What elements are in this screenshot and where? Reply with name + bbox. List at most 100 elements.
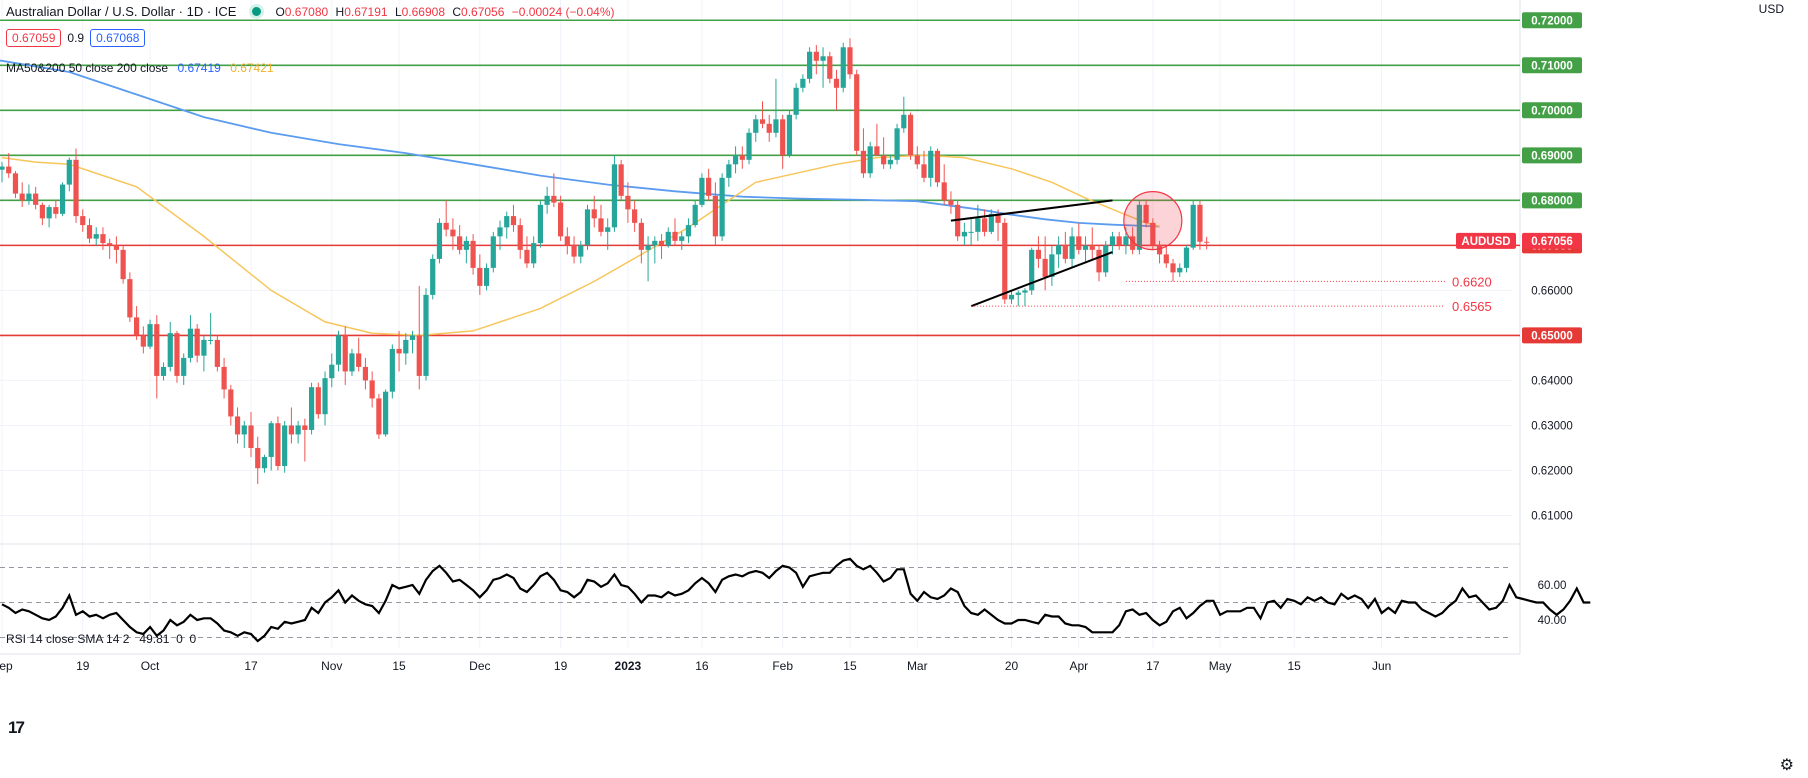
candle — [383, 389, 389, 437]
candle — [457, 225, 463, 255]
candle — [1109, 231, 1116, 255]
candle — [1103, 240, 1109, 277]
ma-indicator-legend[interactable]: MA50&200 50 close 200 close 0.67419 0.67… — [6, 61, 274, 75]
candle-body — [39, 204, 45, 219]
candle-body — [1082, 245, 1089, 250]
candle — [362, 357, 369, 390]
currency-selector[interactable]: USD — [1758, 2, 1784, 16]
candle — [174, 330, 180, 383]
candle — [699, 173, 705, 208]
candle-body — [423, 294, 429, 376]
candle-body — [228, 389, 234, 417]
candle — [376, 393, 382, 439]
open-value: 0.67080 — [284, 4, 329, 19]
sell-button[interactable]: 0.67059 — [6, 29, 62, 47]
candle-body — [107, 243, 113, 246]
level-price-label: 0.72000 — [1531, 15, 1573, 27]
candle — [1143, 200, 1149, 228]
high-label: H — [335, 4, 345, 19]
candle — [0, 162, 5, 183]
price-axis[interactable]: 0.61000 0.62000 0.63000 0.64000 0.65000 0.660… — [1456, 12, 1582, 522]
candle — [988, 209, 994, 235]
candle — [847, 38, 853, 79]
candle-body — [288, 425, 294, 435]
price-grid — [0, 0, 1521, 655]
candle-body — [625, 195, 631, 210]
candle — [268, 420, 274, 471]
rsi-extra-1: 0 — [176, 632, 183, 646]
candle — [517, 218, 523, 259]
candle — [107, 238, 113, 259]
candle — [1029, 247, 1035, 295]
candle — [194, 324, 200, 363]
candle — [914, 146, 920, 169]
rsi-legend[interactable]: RSI 14 close SMA 14 2 49.81 0 0 — [6, 632, 196, 646]
candle — [1096, 245, 1102, 282]
time-axis[interactable]: Sep 19 Oct 17 Nov 15 Dec 19 2023 16 Feb 15 Mar 20 Apr 1… — [0, 659, 1391, 673]
candle-body — [746, 132, 752, 160]
candle-body — [443, 222, 449, 230]
candle-body — [120, 249, 126, 280]
ma200-value: 0.67421 — [230, 61, 274, 75]
candle — [544, 186, 550, 214]
candle-body — [1035, 249, 1042, 259]
candle — [295, 420, 301, 444]
time-tick-label: Sep — [0, 659, 13, 673]
candle — [652, 236, 658, 264]
buy-button[interactable]: 0.67068 — [90, 29, 146, 47]
candle-body — [376, 398, 382, 435]
candle-body — [261, 456, 268, 469]
candle — [308, 382, 315, 435]
candle-body — [517, 225, 523, 250]
candle — [181, 353, 187, 385]
level-price-tag — [1522, 102, 1582, 119]
drawing-overlays: 0.6620 0.6565 — [950, 191, 1492, 314]
candle — [1035, 236, 1042, 268]
candle — [369, 371, 375, 408]
candle-body — [369, 380, 375, 399]
candle-body — [113, 245, 120, 250]
candle — [201, 335, 207, 372]
level-price-label: 0.69000 — [1531, 150, 1573, 162]
candle-body — [80, 216, 86, 226]
time-tick-label: Feb — [772, 659, 793, 673]
candle-body — [894, 128, 900, 160]
candle-body — [840, 47, 846, 88]
symbol-title[interactable]: Australian Dollar / U.S. Dollar · 1D · I… — [6, 4, 237, 19]
candle — [187, 315, 194, 363]
candle-body — [672, 231, 678, 241]
candle-body — [59, 184, 66, 214]
candle-body — [295, 425, 301, 435]
last-price-tag — [1522, 232, 1582, 249]
rsi-pane: 60.00 40.00 — [0, 557, 1591, 643]
candle-body — [154, 324, 160, 376]
candle-body — [19, 193, 25, 201]
candle-body — [1136, 204, 1142, 250]
candle — [732, 146, 739, 174]
candle — [780, 114, 786, 169]
market-status-icon — [252, 7, 262, 16]
annotation-label: 0.6565 — [1452, 299, 1492, 314]
candle-body — [181, 357, 187, 376]
candle — [1170, 258, 1176, 282]
candle-body — [255, 447, 261, 469]
candle — [409, 330, 416, 354]
candle-body — [234, 416, 241, 435]
time-tick-label: Apr — [1069, 659, 1088, 673]
candle-body — [416, 335, 422, 376]
candle — [726, 159, 732, 187]
horizontal-levels — [0, 19, 1520, 337]
level-price-label: 0.68000 — [1531, 195, 1573, 207]
candle — [638, 218, 644, 264]
candle — [1163, 245, 1169, 268]
spread-value: 0.9 — [67, 31, 85, 45]
candle-body — [907, 114, 914, 156]
tradingview-logo-icon[interactable]: 17 — [8, 718, 25, 737]
open-label: O — [275, 4, 285, 19]
time-tick-label: 2023 — [615, 659, 642, 673]
high-value: 0.67191 — [344, 4, 388, 19]
candle-body — [1204, 241, 1210, 243]
time-tick-label: 19 — [76, 659, 90, 673]
gear-icon[interactable]: ⚙ — [1779, 757, 1794, 774]
